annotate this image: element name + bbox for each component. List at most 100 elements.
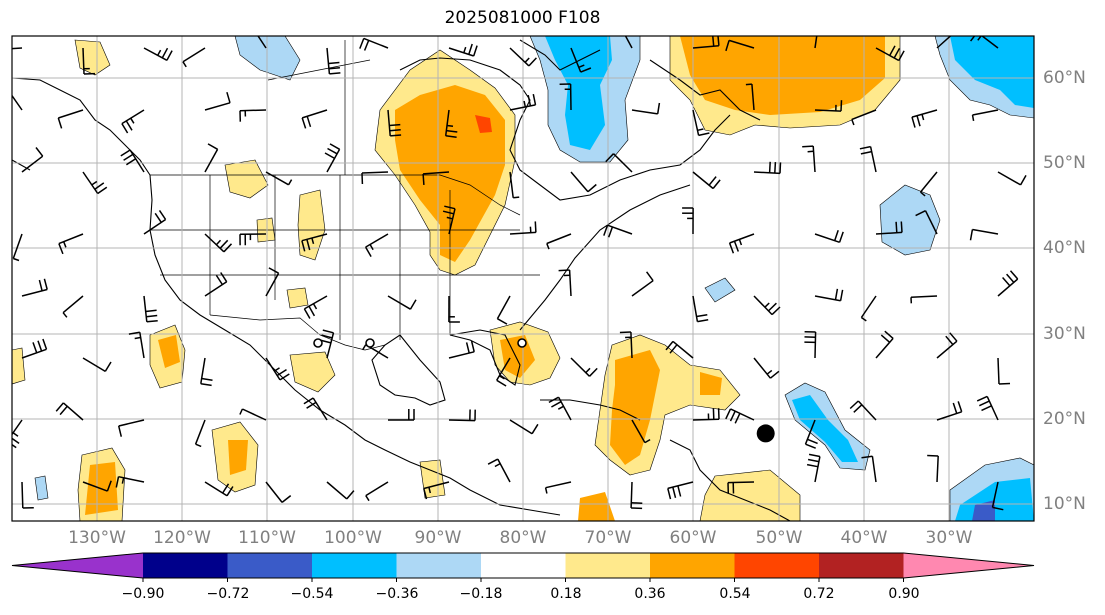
wind-barb — [62, 295, 84, 318]
wind-barb — [936, 401, 963, 421]
wind-barb — [448, 340, 475, 359]
map-title: 2025081000 F108 — [444, 8, 601, 28]
coastline — [371, 334, 446, 406]
wind-barb — [509, 47, 537, 67]
wind-barb — [448, 409, 476, 422]
positive-anomaly-region — [610, 350, 660, 465]
wind-barb — [911, 109, 938, 128]
colorbar-segment — [143, 553, 229, 578]
wind-barb — [875, 330, 894, 359]
storm-position-marker — [756, 424, 775, 443]
wind-barb — [365, 481, 389, 502]
map-frame — [11, 35, 1035, 522]
lon-label: 60°W — [669, 528, 717, 548]
wind-barb — [422, 171, 450, 185]
wind-barb — [509, 93, 537, 111]
wind-barb — [387, 109, 402, 137]
wind-barb — [814, 100, 843, 112]
wind-barb — [570, 47, 592, 73]
positive-anomaly-region — [74, 39, 111, 76]
wind-barb — [128, 331, 145, 359]
wind-barb — [143, 209, 167, 235]
lon-label: 50°W — [755, 528, 803, 548]
wind-barb — [997, 171, 1027, 186]
coastline — [449, 329, 521, 386]
positive-anomaly-region — [12, 347, 26, 385]
colorbar-segment — [903, 553, 1034, 578]
wind-barb — [143, 295, 158, 323]
wind-barb — [849, 400, 877, 421]
wind-barb — [570, 357, 598, 377]
wind-barb — [326, 47, 341, 75]
wind-barb — [448, 295, 460, 323]
wind-barb — [570, 171, 597, 193]
positive-anomaly-region — [224, 159, 269, 199]
wind-barb — [753, 295, 781, 316]
wind-barb — [82, 357, 112, 373]
ring-marker — [313, 338, 323, 348]
positive-anomaly-region — [475, 115, 492, 133]
colorbar-segment — [12, 553, 143, 578]
positive-anomaly-region — [286, 287, 309, 309]
wind-barb — [496, 357, 511, 387]
wind-barb — [324, 143, 341, 173]
wind-barb — [117, 419, 145, 437]
wind-barb — [265, 357, 290, 381]
wind-barb — [631, 102, 661, 115]
wind-barb — [21, 147, 44, 173]
colorbar-tick-label: −0.18 — [459, 586, 503, 602]
wind-barb — [257, 36, 267, 49]
lat-label: 20°N — [1043, 409, 1086, 429]
wind-barb — [727, 481, 755, 494]
colorbar-segment — [819, 553, 905, 578]
wind-barb — [204, 481, 234, 497]
ring-marker — [517, 338, 527, 348]
wind-barb — [991, 481, 1004, 511]
positive-anomaly-region — [228, 440, 248, 475]
wind-barb — [860, 295, 877, 322]
wind-barb — [725, 408, 755, 424]
colorbar-segment — [650, 553, 736, 578]
wind-barb — [692, 171, 721, 190]
wind-barb — [631, 271, 654, 297]
lat-label: 30°N — [1043, 324, 1086, 344]
wind-barb — [544, 481, 572, 494]
wind-barb — [558, 269, 572, 297]
positive-anomaly-region — [680, 36, 885, 115]
wind-barb — [559, 83, 572, 111]
negative-anomaly-region — [792, 395, 858, 462]
wind-barb — [753, 161, 782, 175]
wind-barb — [859, 145, 877, 173]
wind-barb — [265, 267, 280, 297]
negative-anomaly-region — [34, 475, 49, 501]
negative-anomaly-region — [704, 277, 736, 303]
wind-barb — [745, 83, 755, 111]
colorbar — [11, 552, 1035, 582]
wind-barb — [861, 455, 877, 483]
wind-barb — [21, 278, 48, 297]
lon-label: 110°W — [238, 528, 296, 548]
wind-barb — [143, 47, 173, 61]
wind-barb — [851, 109, 877, 126]
colorbar-tick-label: 0.18 — [550, 586, 582, 602]
wind-barb — [546, 233, 572, 250]
country-border — [209, 314, 386, 351]
wind-barb — [753, 357, 780, 379]
wind-barb — [359, 37, 389, 51]
wind-barb — [804, 330, 817, 359]
wind-barb — [725, 39, 755, 52]
wind-barb — [239, 408, 267, 421]
wind-barb — [548, 396, 572, 421]
wind-barb — [364, 233, 389, 257]
wind-barb — [665, 340, 694, 359]
anomaly-fill-layer — [12, 36, 1034, 521]
lon-label: 40°W — [840, 528, 888, 548]
wind-barb — [910, 295, 938, 304]
lon-label: 90°W — [414, 528, 462, 548]
wind-barb — [936, 36, 952, 49]
wind-barb — [442, 205, 456, 235]
negative-anomaly-region — [879, 184, 941, 256]
wind-barb — [509, 171, 520, 199]
wind-barb — [919, 171, 938, 197]
wind-barb — [194, 419, 206, 448]
